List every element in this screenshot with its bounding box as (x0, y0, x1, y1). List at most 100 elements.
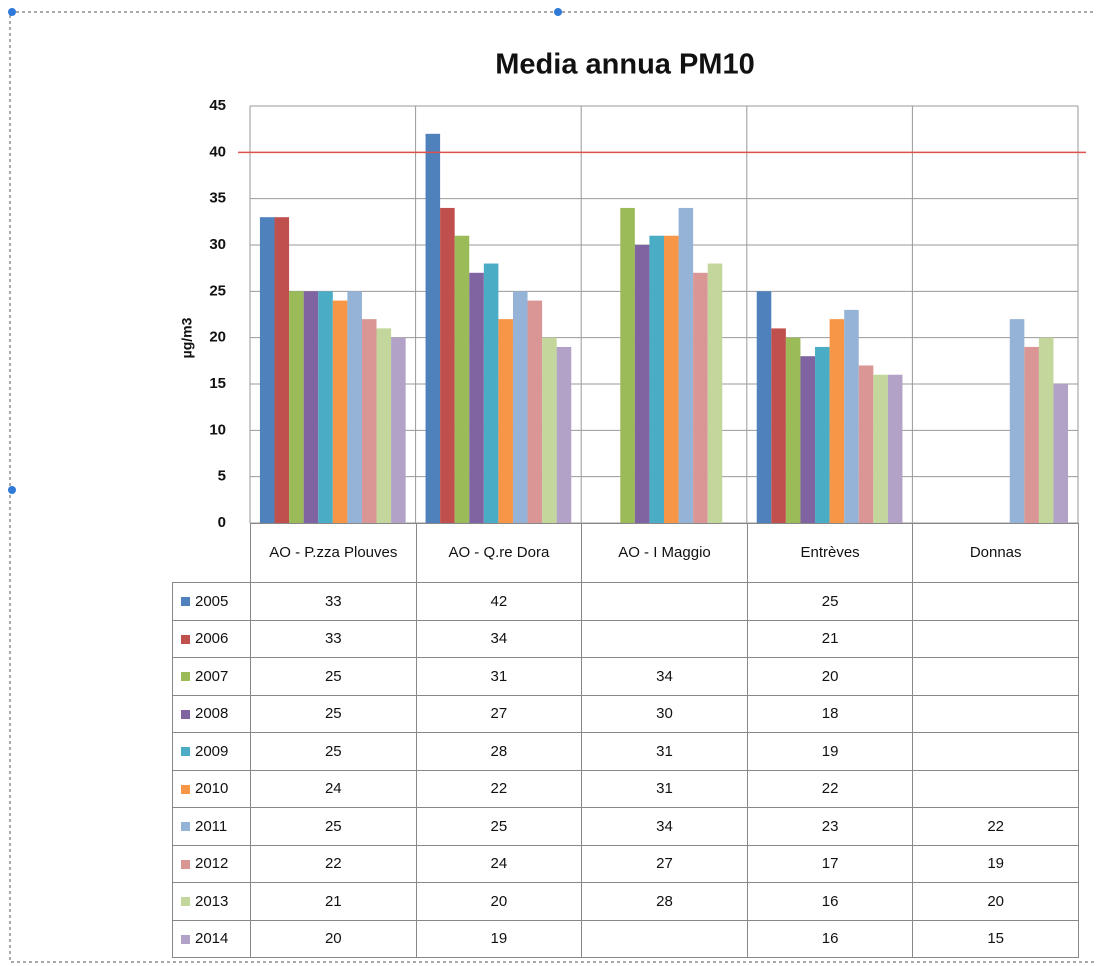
bar (756, 291, 772, 523)
bar (469, 272, 484, 523)
legend-entry: 2006 (172, 619, 251, 658)
value-cell: 30 (581, 694, 748, 733)
value-cell: 19 (415, 919, 583, 958)
empty-cell (581, 619, 748, 658)
legend-label: 2011 (195, 817, 228, 835)
series-row: 2008 25 27 30 18 (172, 694, 1079, 733)
legend-label: 2013 (195, 892, 229, 910)
bar (361, 319, 377, 523)
value-cell: 24 (415, 844, 583, 883)
bar (649, 235, 664, 523)
value-cell: 27 (581, 844, 748, 883)
value-cell: 28 (581, 882, 748, 921)
legend-entry: 2010 (172, 769, 251, 808)
value-cell: 21 (746, 619, 914, 658)
value-cell: 22 (912, 807, 1079, 846)
legend-label: 2014 (195, 930, 229, 948)
legend-label: 2008 (195, 705, 229, 723)
series-row: 2013 21 20 28 16 20 (172, 882, 1079, 921)
bar (1009, 319, 1025, 523)
value-cell: 34 (415, 619, 583, 658)
bar (259, 217, 275, 523)
header-row: AO - P.zza Plouves AO - Q.re Dora AO - I M… (172, 523, 1079, 583)
series-row: 2005 33 42 25 (172, 582, 1079, 621)
value-cell: 25 (250, 694, 417, 733)
category-label: AO - Q.re Dora (415, 523, 583, 583)
legend-entry: 2014 (172, 919, 251, 958)
value-cell: 16 (746, 919, 914, 958)
value-cell: 25 (250, 657, 417, 696)
y-tick-label: 35 (209, 190, 226, 207)
value-cell: 24 (250, 769, 417, 808)
y-tick-label: 45 (209, 97, 226, 114)
legend-swatch (181, 822, 190, 832)
legend-label: 2012 (195, 855, 229, 873)
empty-cell (912, 732, 1079, 771)
value-cell: 34 (581, 807, 748, 846)
bar (887, 374, 903, 523)
empty-cell (912, 582, 1079, 621)
value-cell: 19 (746, 732, 914, 771)
series-row: 2009 25 28 31 19 (172, 732, 1079, 771)
legend-label: 2005 (195, 592, 229, 610)
y-tick-label: 30 (209, 236, 226, 253)
bar (274, 217, 290, 523)
value-cell: 31 (581, 732, 748, 771)
bar (785, 337, 801, 523)
legend-label: 2010 (195, 780, 229, 798)
value-cell: 16 (746, 882, 914, 921)
value-cell: 15 (912, 919, 1079, 958)
bar (318, 291, 333, 523)
bar (512, 291, 528, 523)
bar (800, 356, 816, 523)
bar (347, 291, 362, 523)
bar (1038, 337, 1054, 523)
bar (664, 235, 679, 523)
y-tick-label: 25 (209, 282, 226, 299)
value-cell: 25 (415, 807, 583, 846)
y-tick-label: 5 (218, 468, 226, 485)
legend-swatch (181, 597, 190, 607)
legend-swatch (181, 784, 190, 794)
category-label: AO - I Maggio (581, 523, 748, 583)
legend-swatch (181, 934, 190, 944)
value-cell: 20 (912, 882, 1079, 921)
value-cell: 31 (581, 769, 748, 808)
empty-cell (912, 769, 1079, 808)
value-cell: 20 (250, 919, 417, 958)
bar (483, 263, 499, 523)
value-cell: 31 (415, 657, 583, 696)
y-axis-label: µg/m3 (179, 317, 195, 358)
value-cell: 20 (746, 657, 914, 696)
bar (620, 207, 635, 523)
category-label: Entrèves (746, 523, 914, 583)
value-cell: 27 (415, 694, 583, 733)
bar (303, 291, 319, 523)
bar (1053, 384, 1069, 523)
empty-cell (912, 694, 1079, 733)
value-cell: 25 (250, 732, 417, 771)
bar (289, 291, 304, 523)
legend-swatch (181, 672, 190, 682)
bar (634, 245, 650, 523)
bar (542, 337, 557, 523)
bar (556, 346, 572, 523)
bar (425, 133, 441, 524)
legend-label: 2007 (195, 667, 229, 685)
legend-entry: 2008 (172, 694, 251, 733)
handle (8, 486, 16, 494)
bar (707, 263, 723, 523)
handle (554, 8, 562, 16)
category-label: Donnas (912, 523, 1079, 583)
series-row: 2007 25 31 34 20 (172, 657, 1079, 696)
bar (454, 235, 470, 523)
value-cell: 18 (746, 694, 914, 733)
legend-label: 2006 (195, 630, 229, 648)
value-cell: 34 (581, 657, 748, 696)
corner (172, 523, 251, 583)
empty-cell (912, 657, 1079, 696)
bar (678, 207, 694, 523)
value-cell: 20 (415, 882, 583, 921)
series-row: 2006 33 34 21 (172, 619, 1079, 658)
